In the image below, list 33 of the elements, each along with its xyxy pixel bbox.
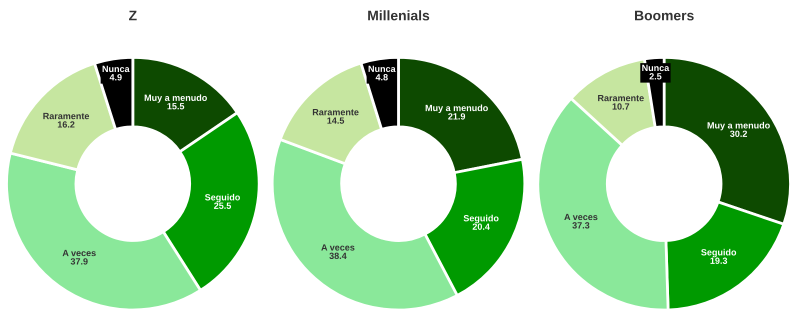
- slice-label: Raramente: [43, 112, 90, 120]
- slice-label: Raramente: [598, 94, 644, 102]
- slice-label: A veces: [62, 250, 96, 256]
- data-label: 15.5: [167, 103, 184, 110]
- data-label: 21.9: [448, 113, 466, 120]
- data-label: 4.9: [110, 74, 122, 80]
- slice-label: A veces: [564, 214, 598, 220]
- slice-label: Muy a menudo: [426, 104, 488, 113]
- chart-title: Z: [129, 10, 137, 20]
- slice-label: Seguido: [701, 248, 736, 258]
- chart-title: Boomers: [634, 10, 694, 20]
- slice-label: Raramente: [312, 109, 359, 116]
- chart-title: Millenials: [368, 10, 430, 20]
- data-label: 25.5: [214, 202, 232, 209]
- data-label: 37.9: [70, 258, 88, 265]
- data-label: 14.5: [327, 117, 344, 124]
- slice-label: Muy a menudo: [144, 94, 207, 103]
- data-label: 38.4: [329, 252, 347, 260]
- slice-label: Nunca: [102, 66, 130, 72]
- slice-label: A veces: [321, 244, 354, 251]
- data-label: 4.8: [376, 74, 388, 80]
- slice-label: Nunca: [368, 66, 396, 72]
- data-label: 16.2: [58, 121, 74, 128]
- slice-label: Seguido: [464, 214, 499, 224]
- data-label: 19.3: [710, 258, 728, 264]
- data-label: 10.7: [612, 103, 630, 110]
- slice-label: Seguido: [204, 194, 240, 202]
- data-label: 20.4: [472, 223, 490, 230]
- data-label: 37.3: [572, 222, 590, 229]
- data-label: 2.5: [649, 73, 662, 80]
- slice-label: Nunca: [642, 64, 670, 72]
- data-label: 30.2: [730, 130, 748, 137]
- slice-label: Muy a menudo: [708, 122, 770, 130]
